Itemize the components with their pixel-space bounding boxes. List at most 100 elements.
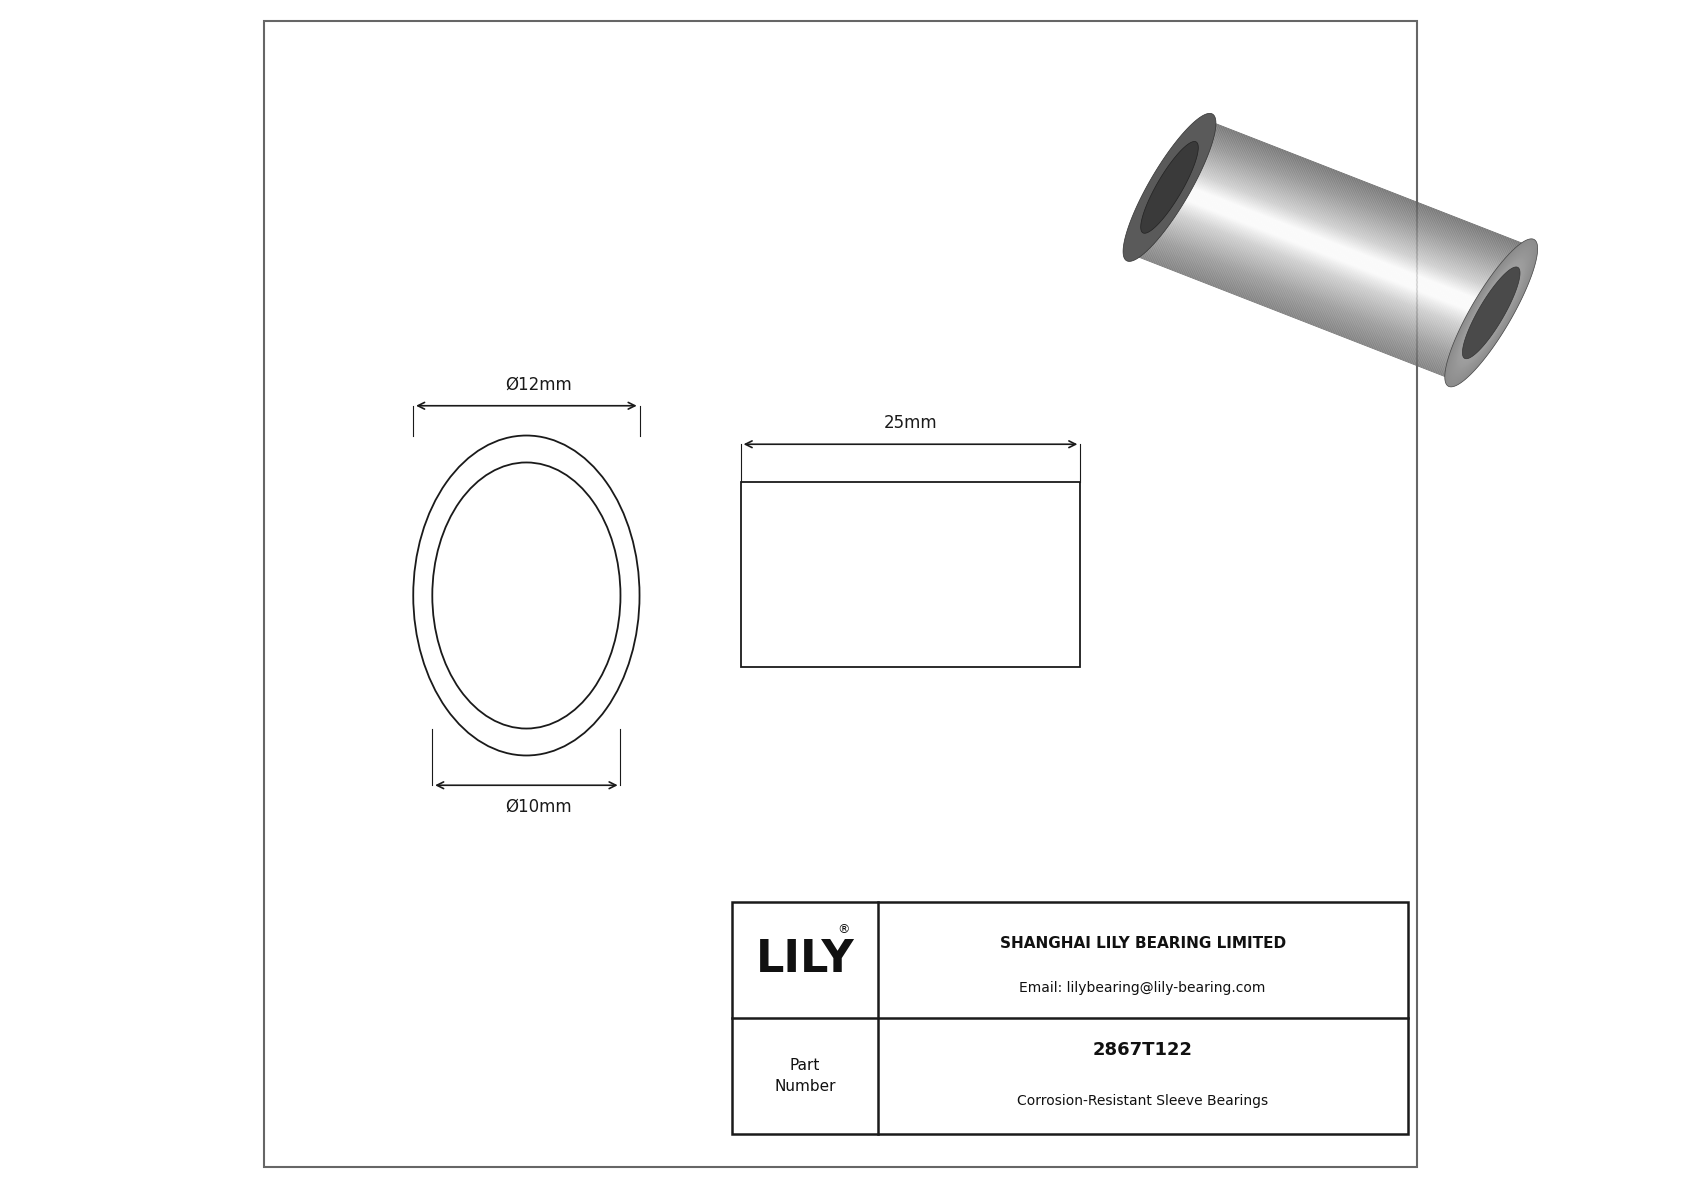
Polygon shape — [1162, 198, 1484, 324]
Polygon shape — [1207, 135, 1529, 261]
Polygon shape — [1197, 149, 1519, 274]
Polygon shape — [1157, 204, 1480, 330]
Polygon shape — [1169, 187, 1492, 313]
Polygon shape — [1477, 291, 1505, 335]
Polygon shape — [1150, 214, 1472, 341]
Polygon shape — [1475, 286, 1507, 339]
Polygon shape — [1453, 254, 1529, 372]
Polygon shape — [1179, 175, 1500, 300]
Polygon shape — [1484, 299, 1499, 326]
Polygon shape — [1172, 182, 1495, 308]
Polygon shape — [1157, 205, 1479, 331]
Polygon shape — [1150, 213, 1472, 339]
Polygon shape — [1138, 230, 1460, 356]
Text: SHANGHAI LILY BEARING LIMITED: SHANGHAI LILY BEARING LIMITED — [1000, 936, 1285, 950]
Polygon shape — [1152, 212, 1474, 338]
Polygon shape — [1165, 193, 1487, 319]
Polygon shape — [1180, 170, 1504, 297]
Polygon shape — [1182, 169, 1505, 295]
Polygon shape — [1485, 303, 1497, 323]
Polygon shape — [1135, 235, 1457, 361]
Polygon shape — [1150, 212, 1474, 338]
Polygon shape — [1140, 142, 1199, 233]
Text: Ø10mm: Ø10mm — [505, 797, 571, 815]
Polygon shape — [1452, 250, 1531, 375]
Polygon shape — [1125, 248, 1448, 374]
Polygon shape — [1170, 186, 1492, 312]
Polygon shape — [1447, 242, 1536, 384]
Polygon shape — [1133, 237, 1455, 363]
Polygon shape — [1179, 174, 1500, 300]
Polygon shape — [1169, 187, 1492, 313]
Polygon shape — [1462, 266, 1521, 360]
Polygon shape — [1207, 136, 1529, 262]
Text: 2867T122: 2867T122 — [1093, 1041, 1192, 1059]
Text: Email: lilybearing@lily-bearing.com: Email: lilybearing@lily-bearing.com — [1019, 980, 1266, 994]
Polygon shape — [1470, 279, 1512, 347]
Polygon shape — [1479, 292, 1504, 333]
Polygon shape — [1458, 260, 1524, 366]
Polygon shape — [1127, 245, 1448, 372]
Polygon shape — [1212, 127, 1534, 254]
Polygon shape — [1175, 179, 1497, 305]
Polygon shape — [1453, 252, 1529, 374]
Polygon shape — [1172, 183, 1494, 310]
Polygon shape — [1480, 297, 1502, 329]
Polygon shape — [1157, 204, 1479, 330]
Polygon shape — [1214, 125, 1536, 251]
Polygon shape — [1207, 135, 1529, 261]
Polygon shape — [1199, 146, 1521, 273]
Polygon shape — [1186, 166, 1507, 292]
Polygon shape — [1150, 213, 1472, 339]
Polygon shape — [1164, 195, 1485, 322]
Polygon shape — [1194, 152, 1516, 279]
Polygon shape — [1187, 162, 1511, 288]
Bar — [733, 902, 1408, 1134]
Polygon shape — [1132, 238, 1453, 364]
Polygon shape — [1201, 144, 1522, 270]
Polygon shape — [1457, 256, 1526, 369]
Polygon shape — [1455, 255, 1527, 370]
Polygon shape — [1148, 214, 1472, 341]
Polygon shape — [1474, 285, 1509, 341]
Text: ®: ® — [837, 923, 849, 936]
Polygon shape — [1209, 132, 1532, 257]
Polygon shape — [1143, 222, 1467, 348]
Polygon shape — [1148, 216, 1470, 342]
Polygon shape — [1206, 136, 1529, 262]
Polygon shape — [1201, 143, 1524, 269]
Polygon shape — [1184, 167, 1505, 293]
Polygon shape — [1162, 197, 1485, 323]
Polygon shape — [1154, 210, 1475, 336]
Polygon shape — [1142, 225, 1463, 351]
Polygon shape — [1472, 282, 1511, 344]
Polygon shape — [1199, 146, 1521, 273]
Polygon shape — [1138, 229, 1462, 355]
Polygon shape — [1182, 170, 1504, 297]
Polygon shape — [1155, 206, 1477, 332]
Polygon shape — [1207, 133, 1531, 260]
Polygon shape — [1164, 194, 1485, 320]
Polygon shape — [1154, 208, 1477, 333]
Polygon shape — [1184, 167, 1507, 292]
Polygon shape — [1179, 173, 1502, 299]
Polygon shape — [1196, 150, 1519, 276]
Polygon shape — [1211, 129, 1534, 255]
Polygon shape — [1201, 144, 1522, 270]
Polygon shape — [1162, 198, 1484, 324]
Polygon shape — [1214, 126, 1536, 252]
Polygon shape — [1172, 185, 1494, 311]
Polygon shape — [1191, 157, 1512, 283]
Polygon shape — [1137, 233, 1458, 358]
Polygon shape — [1160, 200, 1482, 325]
Polygon shape — [1177, 175, 1500, 301]
Polygon shape — [1202, 142, 1524, 267]
Polygon shape — [1175, 177, 1499, 304]
Polygon shape — [1216, 124, 1537, 249]
Polygon shape — [1159, 201, 1480, 328]
Polygon shape — [1140, 229, 1462, 355]
Polygon shape — [1177, 176, 1499, 303]
Polygon shape — [1186, 164, 1507, 291]
Polygon shape — [1470, 280, 1512, 345]
Polygon shape — [1448, 243, 1534, 382]
